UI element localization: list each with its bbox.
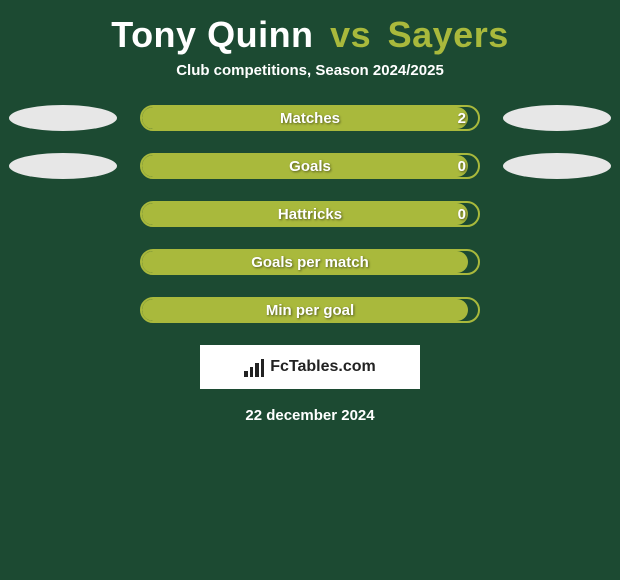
stat-bar: Goals0 xyxy=(140,153,480,179)
stat-value-right: 0 xyxy=(458,206,466,223)
page-title: Tony Quinn vs Sayers xyxy=(0,0,620,62)
stat-label: Min per goal xyxy=(142,302,478,319)
row-left-slot xyxy=(8,105,118,131)
stat-bar: Min per goal xyxy=(140,297,480,323)
ellipse-icon xyxy=(503,105,611,131)
footer-date: 22 december 2024 xyxy=(0,407,620,424)
subtitle: Club competitions, Season 2024/2025 xyxy=(0,62,620,79)
ellipse-icon xyxy=(503,153,611,179)
player1-name: Tony Quinn xyxy=(111,14,313,55)
stat-label: Hattricks xyxy=(142,206,478,223)
row-right-slot xyxy=(502,153,612,179)
stat-row: Matches2 xyxy=(0,105,620,131)
stat-label: Matches xyxy=(142,110,478,127)
row-right-slot xyxy=(502,105,612,131)
stats-rows: Matches2Goals0Hattricks0Goals per matchM… xyxy=(0,105,620,323)
vs-text: vs xyxy=(330,14,371,55)
brand-box: FcTables.com xyxy=(200,345,420,389)
ellipse-icon xyxy=(9,105,117,131)
stat-row: Min per goal xyxy=(0,297,620,323)
stat-bar: Matches2 xyxy=(140,105,480,131)
stat-value-right: 0 xyxy=(458,158,466,175)
stat-row: Hattricks0 xyxy=(0,201,620,227)
stat-value-right: 2 xyxy=(458,110,466,127)
ellipse-icon xyxy=(9,153,117,179)
row-left-slot xyxy=(8,153,118,179)
player2-name: Sayers xyxy=(388,14,509,55)
stat-bar: Goals per match xyxy=(140,249,480,275)
stat-label: Goals per match xyxy=(142,254,478,271)
stat-label: Goals xyxy=(142,158,478,175)
brand-chart-icon xyxy=(244,357,264,377)
stat-row: Goals per match xyxy=(0,249,620,275)
stat-bar: Hattricks0 xyxy=(140,201,480,227)
brand-text: FcTables.com xyxy=(270,358,376,376)
stat-row: Goals0 xyxy=(0,153,620,179)
